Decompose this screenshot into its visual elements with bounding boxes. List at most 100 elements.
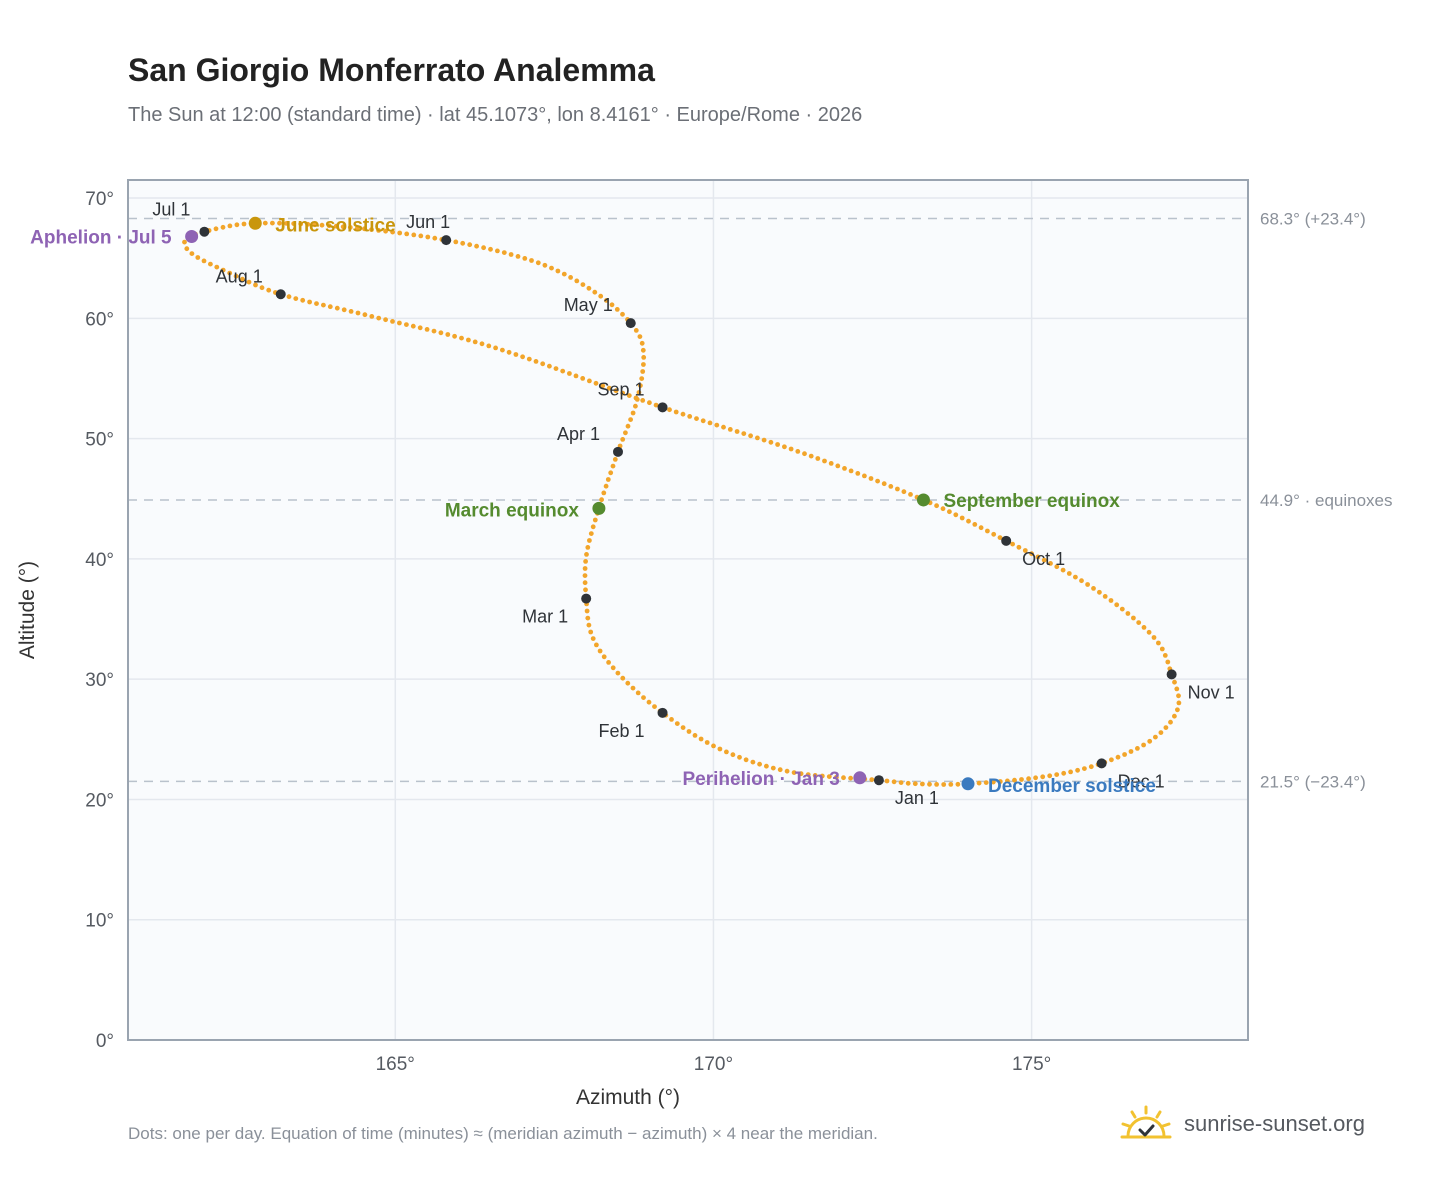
day-dot [417, 325, 423, 331]
day-dot [641, 355, 647, 360]
day-dot [590, 636, 596, 641]
day-dot [312, 222, 318, 228]
month-marker [625, 318, 636, 329]
day-dot [985, 528, 990, 534]
day-dot [590, 524, 596, 530]
day-dot [1054, 772, 1060, 777]
day-dot [848, 468, 854, 474]
day-dot [1176, 700, 1182, 706]
day-dot [868, 476, 874, 481]
chart-subtitle: The Sun at 12:00 (standard time) · lat 4… [128, 104, 863, 126]
day-dot [990, 779, 996, 785]
day-dot [620, 437, 626, 442]
day-dot [704, 740, 710, 745]
day-dot [460, 240, 466, 246]
day-dot [1097, 589, 1102, 595]
day-dot [721, 424, 726, 430]
day-dot [614, 307, 620, 312]
day-dot [1128, 749, 1134, 754]
day-dot [687, 414, 693, 419]
brand[interactable]: sunrise-sunset.org [1120, 1102, 1365, 1146]
day-dot [390, 319, 395, 324]
day-dot [522, 256, 528, 261]
day-dot [1163, 725, 1169, 730]
day-dot [586, 622, 592, 628]
day-dot [438, 330, 444, 336]
plot-frame [127, 179, 1249, 1041]
day-dot [647, 400, 652, 406]
month-markers: Jan 1 Feb 1 Mar 1 Apr 1 May 1 Jun 1 Jul 1 Aug 1… [152, 200, 1234, 808]
day-dot [1012, 777, 1017, 783]
day-dot [1035, 554, 1041, 560]
month-marker [613, 446, 623, 457]
day-dot [1085, 582, 1090, 587]
day-dot [941, 782, 947, 787]
day-dot [486, 343, 492, 349]
day-dot [481, 245, 486, 251]
day-dot [411, 232, 417, 238]
day-dot [560, 368, 566, 374]
day-dot [652, 704, 657, 709]
day-dot [633, 403, 638, 409]
day-dot [606, 385, 612, 391]
month-marker [657, 707, 668, 718]
day-dot [533, 359, 539, 364]
day-dot [314, 301, 319, 306]
day-dot [978, 525, 984, 531]
day-dot [588, 531, 594, 536]
day-dot [812, 773, 818, 778]
day-dot [1175, 707, 1180, 713]
month-label: Sep 1 [597, 379, 644, 399]
day-dot [805, 772, 811, 777]
day-dot [383, 228, 388, 234]
event-marker [185, 230, 199, 244]
day-dot [784, 768, 790, 774]
month-marker [275, 289, 286, 300]
day-dot [934, 503, 939, 509]
day-dot [298, 221, 304, 227]
day-dot [637, 334, 643, 339]
day-dot [646, 699, 652, 705]
day-dot [912, 781, 918, 787]
month-label: Mar 1 [522, 607, 568, 627]
event-markers: June solstice December solstice March equi… [30, 215, 1156, 797]
event-label: June solstice [275, 215, 395, 236]
day-dot [286, 294, 292, 300]
day-dot [592, 517, 598, 523]
day-dot [220, 224, 226, 230]
day-dot [259, 285, 265, 291]
day-dot [472, 339, 478, 345]
day-dot [615, 670, 621, 676]
day-dot [1153, 734, 1158, 740]
day-dot [584, 608, 590, 614]
day-dot [1040, 774, 1046, 780]
day-dot [390, 229, 395, 235]
day-dot [808, 453, 814, 459]
day-dot [397, 320, 402, 326]
day-dot [700, 418, 706, 424]
day-dot [680, 725, 686, 730]
y-tick-label: 10° [85, 911, 114, 932]
day-dot [819, 773, 825, 779]
day-dot [500, 347, 505, 353]
day-dot [1079, 578, 1084, 584]
day-dot [574, 278, 580, 284]
day-dot [737, 754, 742, 760]
day-dot [1125, 611, 1131, 616]
day-dot [213, 226, 219, 232]
day-dot [782, 444, 787, 450]
day-dot [529, 258, 534, 263]
day-dot [467, 242, 473, 248]
month-marker [1096, 758, 1107, 769]
day-dot [348, 309, 354, 314]
day-dot [898, 780, 904, 785]
day-dot [495, 248, 500, 254]
day-dot [826, 774, 832, 779]
day-dot [734, 429, 740, 434]
day-dot [553, 366, 559, 371]
day-dot [355, 310, 361, 316]
reference-lines: 68.3° (+23.4°) 44.9° · equinoxes 21.5° (−2… [128, 209, 1393, 791]
day-dot [362, 226, 367, 232]
day-dot [580, 282, 586, 287]
day-dot [479, 341, 485, 347]
